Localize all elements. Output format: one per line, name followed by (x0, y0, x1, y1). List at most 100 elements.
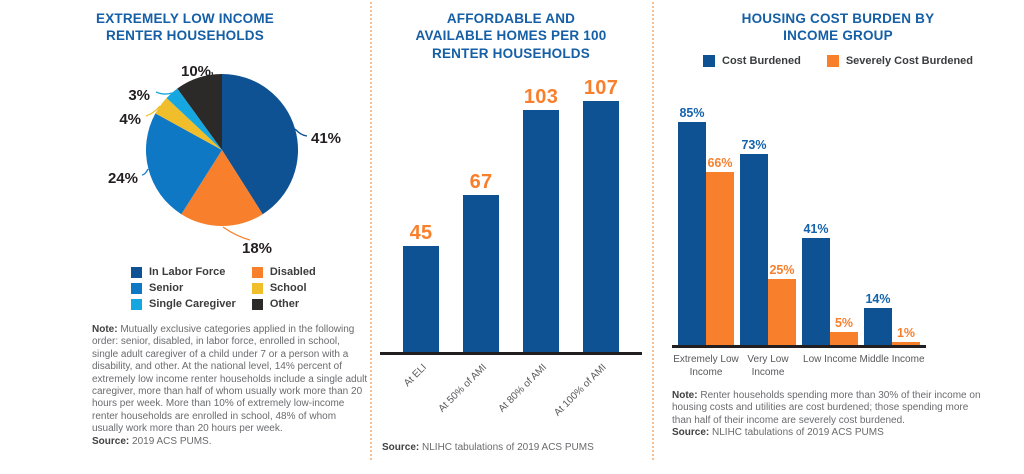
bar-chart-plot: 45 At ELI 67 At 50% of AMI 103 At 80% of AMI 1… (380, 77, 642, 419)
bar-value-label: 67 (469, 171, 493, 193)
group-category-label: Middle Income (859, 354, 925, 365)
bar-value-label: 25% (769, 263, 795, 277)
legend-label: Disabled (269, 266, 316, 278)
legend-swatch-icon (251, 298, 263, 310)
legend-item-in-labor-force: In Labor Force (131, 266, 236, 278)
pie-slice-value-label: 3% (128, 87, 150, 104)
bar-value-label: 66% (707, 156, 733, 170)
pie-leader-line (141, 168, 149, 176)
bar-group-middle-income: 14% 1% Middle Income (859, 292, 924, 365)
pie-chart-note: Note: Mutually exclusive categories appl… (92, 324, 368, 448)
legend-item-school: School (251, 282, 316, 294)
pie-slice-value-label: 4% (119, 111, 141, 128)
pie-legend-column: Disabled School Other (251, 266, 316, 310)
pie-chart-panel: EXTREMELY LOW INCOME RENTER HOUSEHOLDS 4… (0, 0, 370, 474)
bar-at-50-of-ami: 67 At 50% of AMI (436, 171, 499, 415)
bar-category-label: At 50% of AMI (436, 362, 489, 415)
source-text: Source: NLIHC tabulations of 2019 ACS PU… (672, 427, 986, 439)
bar-value-label: 5% (834, 316, 854, 330)
bar-category-label: At 80% of AMI (496, 362, 549, 415)
legend-swatch-icon (826, 55, 839, 67)
note-text: Note: Mutually exclusive categories appl… (92, 324, 368, 436)
bar-cost-burdened-middle-income: 14% (864, 292, 892, 345)
legend-swatch-icon (131, 266, 142, 278)
legend-label: Single Caregiver (149, 298, 236, 310)
bar-at-80-of-ami: 103 At 80% of AMI (496, 86, 559, 415)
bar-category-label: At ELI (401, 362, 429, 390)
pie-leader-line (211, 71, 216, 84)
bar-severely-cost-burdened-low-income: 5% (830, 316, 858, 345)
legend-label: In Labor Force (149, 266, 226, 278)
legend-label: Cost Burdened (722, 55, 801, 67)
bar-cost-burdened-very-low-income: 73% (740, 138, 768, 345)
group-category-label: Low Income (803, 354, 857, 365)
group-category-label: Very Low Income (747, 354, 789, 378)
legend-item-disabled: Disabled (251, 266, 316, 278)
bar-cost-burdened-low-income: 41% (802, 222, 830, 345)
legend-swatch-icon (251, 282, 263, 294)
pie-slice-value-label: 41% (311, 130, 341, 147)
pie-leader-line (145, 105, 161, 117)
pie-slice-in-labor-force (222, 74, 299, 215)
legend-label: Severely Cost Burdened (845, 55, 973, 67)
bar-value-label: 1% (896, 326, 916, 340)
note-text: Note: Renter households spending more th… (672, 390, 986, 427)
grouped-bar-legend: Cost Burdened Severely Cost Burdened (652, 55, 1024, 67)
legend-item-other: Other (251, 298, 316, 310)
bar-value-label: 73% (741, 138, 767, 152)
bar-value-label: 14% (865, 292, 891, 306)
grouped-bar-chart-title: HOUSING COST BURDEN BY INCOME GROUP (741, 11, 935, 44)
grouped-bar-note: Note: Renter households spending more th… (672, 390, 986, 440)
pie-leader-line (222, 226, 251, 241)
bar-cost-burdened-extremely-low-income: 85% (678, 106, 706, 345)
bar-value-label: 103 (523, 86, 559, 108)
bar-value-label: 107 (583, 77, 619, 99)
source-body: 2019 ACS PUMS. (132, 435, 212, 447)
bar-value-label: 41% (803, 222, 829, 236)
bar-chart-source: Source: NLIHC tabulations of 2019 ACS PU… (382, 442, 644, 454)
pie-slice-value-label: 10% (181, 63, 211, 80)
bar-at-100-of-ami: 107 At 100% of AMI (552, 77, 619, 419)
pie-slice-school (155, 98, 222, 150)
legend-label: Other (269, 298, 300, 310)
legend-swatch-icon (703, 55, 715, 67)
source-text: Source: 2019 ACS PUMS. (92, 436, 368, 448)
bar-value-label: 45 (409, 222, 433, 244)
bar-severely-cost-burdened-extremely-low-income: 66% (706, 156, 734, 345)
bar-group-extremely-low-income: 85% 66% Extremely Low Income (673, 106, 739, 378)
pie-slice-value-label: 24% (108, 170, 138, 187)
bar-at-eli: 45 At ELI (402, 222, 439, 389)
pie-chart-title: EXTREMELY LOW INCOME RENTER HOUSEHOLDS (95, 11, 275, 44)
panel-divider-right (652, 2, 654, 460)
legend-label: School (269, 282, 307, 294)
note-label: Note: (672, 390, 698, 401)
note-body: Renter households spending more than 30%… (672, 390, 981, 426)
bar-category-label: At 100% of AMI (552, 362, 609, 419)
bar-group-low-income: 41% 5% Low Income (802, 222, 858, 365)
note-body: Mutually exclusive categories applied in… (92, 324, 368, 435)
legend-label: Senior (149, 282, 184, 294)
bar-severely-cost-burdened-very-low-income: 25% (768, 263, 796, 345)
panel-divider-left (370, 2, 372, 460)
legend-item-severely-cost-burdened: Severely Cost Burdened (826, 55, 973, 67)
legend-item-single-caregiver: Single Caregiver (131, 298, 236, 310)
pie-slice-other (177, 73, 222, 150)
note-label: Note: (92, 324, 118, 335)
source-label: Source: (382, 442, 420, 453)
bar-value-label: 85% (679, 106, 705, 120)
bar-severely-cost-burdened-middle-income: 1% (892, 326, 920, 345)
grouped-bar-plot: 85% 66% Extremely Low Income 73% 25% Very Low… (672, 106, 926, 378)
source-body: NLIHC tabulations of 2019 ACS PUMS (422, 442, 594, 453)
source-label: Source: (92, 435, 130, 447)
legend-swatch-icon (131, 298, 142, 310)
bar-group-very-low-income: 73% 25% Very Low Income (740, 138, 796, 378)
bar-chart-panel: AFFORDABLE AND AVAILABLE HOMES PER 100 R… (370, 0, 652, 474)
source-label: Source: (672, 427, 710, 439)
pie-legend-column: In Labor Force Senior Single Caregiver (131, 266, 236, 310)
pie-legend: In Labor Force Senior Single Caregiver Disa… (131, 266, 316, 310)
pie-slice-value-label: 18% (242, 240, 272, 257)
legend-swatch-icon (251, 266, 263, 278)
source-body: NLIHC tabulations of 2019 ACS PUMS (712, 427, 884, 439)
pie-slice-disabled (181, 150, 263, 227)
